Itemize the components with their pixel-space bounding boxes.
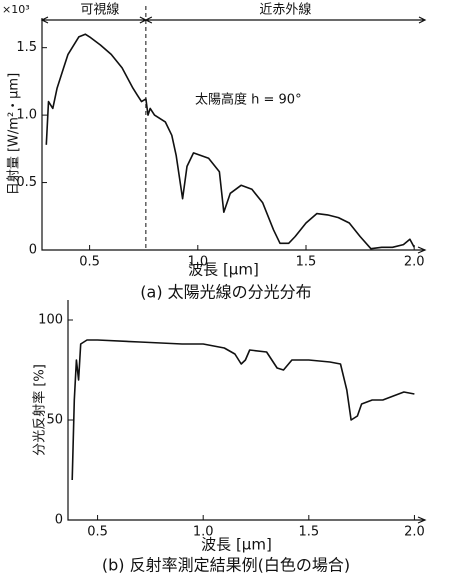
x-tick-label: 1.0 <box>193 525 214 540</box>
curve <box>71 339 415 481</box>
y-tick-label: 0 <box>55 513 63 528</box>
y-tick-label: 50 <box>46 413 63 428</box>
y-axis-label: 日射量 [W/m²・μm] <box>6 73 22 195</box>
x-tick-label: 2.0 <box>404 525 425 540</box>
x-axis-label: 波長 [μm] <box>188 261 259 279</box>
axis-arrow <box>417 516 427 524</box>
annotation: 近赤外線 <box>259 2 311 18</box>
axes <box>41 18 425 251</box>
x-axis-label: 波長 [μm] <box>201 536 272 554</box>
y-tick-label: 100 <box>38 313 63 328</box>
annotation: 可視線 <box>80 2 119 18</box>
x-tick-label: 1.5 <box>298 525 319 540</box>
x-tick-label: 1.5 <box>296 255 317 270</box>
x-tick-label: 0.5 <box>79 255 100 270</box>
axes <box>67 300 425 521</box>
axis-arrow <box>417 246 427 254</box>
curve <box>45 33 415 250</box>
y-axis-label: 分光反射率 [%] <box>32 364 48 456</box>
x-tick-label: 2.0 <box>404 255 425 270</box>
y-tick-label: 1.0 <box>16 108 37 123</box>
x-tick-label: 1.0 <box>187 255 208 270</box>
y-tick-label: 0.5 <box>16 175 37 190</box>
range-arrow <box>40 16 148 24</box>
caption: (a) 太陽光線の分光分布 <box>140 283 311 302</box>
caption: (b) 反射率測定結果例(白色の場合) <box>102 556 350 575</box>
y-tick-label: 0 <box>29 243 37 258</box>
y-unit: ×10³ <box>2 3 30 16</box>
range-arrow <box>144 16 427 24</box>
x-tick-label: 0.5 <box>87 525 108 540</box>
annotation: 太陽高度 h = 90° <box>195 92 302 108</box>
y-tick-label: 1.5 <box>16 40 37 55</box>
